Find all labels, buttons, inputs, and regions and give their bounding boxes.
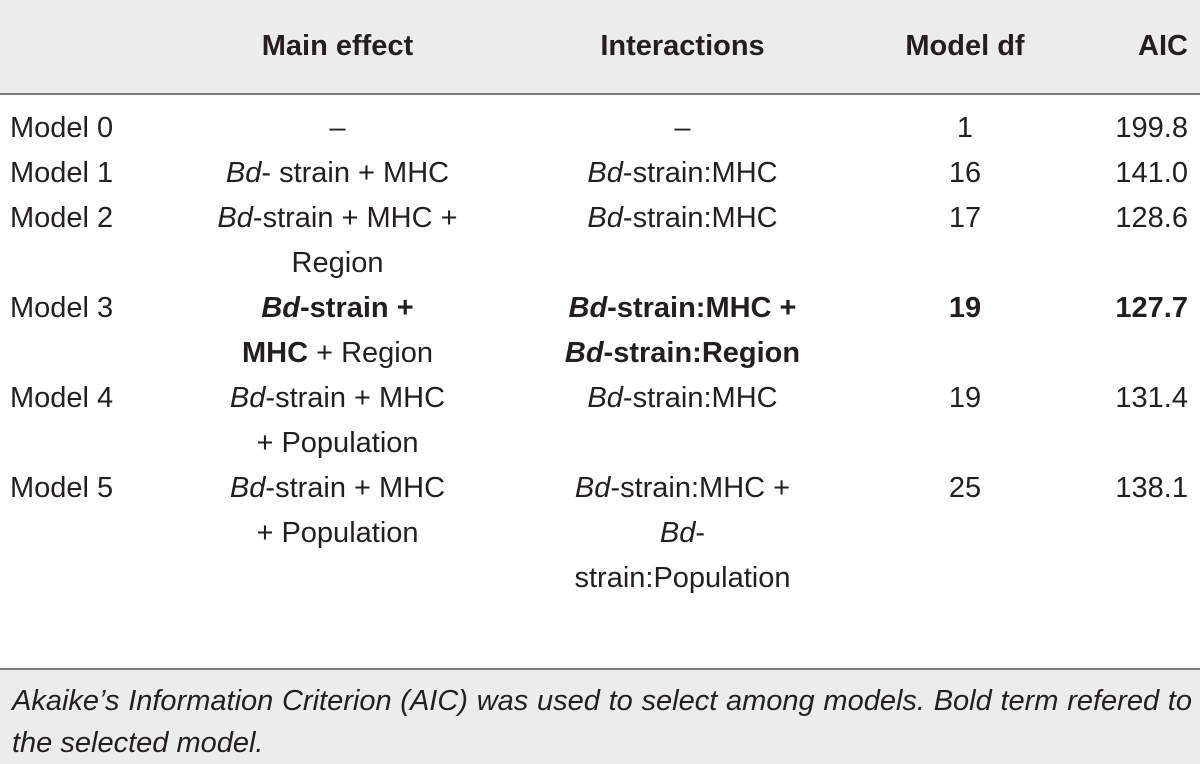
main-effect-text-line2: + Population	[256, 517, 419, 549]
interactions-cell: Bd-strain:MHC	[490, 376, 875, 466]
main-effect-cell: Bd-strain + MHC + Region	[185, 196, 490, 286]
interactions-cell: Bd-strain:MHC	[490, 196, 875, 286]
table-row-selected: Model 3 Bd-strain + MHC + Region Bd-strai…	[0, 286, 1200, 376]
italic-term: Bd	[225, 157, 262, 189]
model-name: Model 4	[10, 382, 114, 414]
header-aic: AIC	[1138, 30, 1188, 62]
italic-term: Bd	[574, 472, 611, 504]
interactions-text: -strain:MHC	[622, 382, 778, 414]
model-df: 17	[948, 202, 982, 234]
bottom-rule	[0, 668, 1200, 670]
main-effect-cell: Bd-strain + MHC + Population	[185, 466, 490, 611]
table-row: Model 5 Bd-strain + MHC + Population Bd-s…	[0, 466, 1200, 611]
main-effect-text: –	[329, 112, 346, 144]
interactions-text: -strain:MHC	[622, 202, 778, 234]
interactions-text-line2: -strain:Region	[603, 337, 801, 369]
italic-term: Bd	[587, 157, 623, 189]
header-interactions: Interactions	[600, 30, 765, 62]
interactions-cell: Bd-strain:MHC + Bd-strain:Population	[490, 466, 875, 611]
main-effect-text: -strain + MHC	[265, 382, 446, 414]
table-row: Model 1 Bd- strain + MHC Bd-strain:MHC 1…	[0, 151, 1200, 196]
interactions-cell: Bd-strain:MHC	[490, 151, 875, 196]
table-row: Model 2 Bd-strain + MHC + Region Bd-strai…	[0, 196, 1200, 286]
main-effect-cell: –	[185, 93, 490, 151]
interactions-text-line2: -	[695, 517, 706, 549]
main-effect-bold-term: MHC	[242, 337, 309, 369]
main-effect-text-line2: + Region	[308, 337, 433, 369]
table-row: Model 4 Bd-strain + MHC + Population Bd-s…	[0, 376, 1200, 466]
model-name: Model 1	[10, 157, 114, 189]
footnote-background	[0, 670, 1200, 764]
aic-value: 128.6	[1115, 202, 1188, 234]
main-effect-text: -strain +	[300, 292, 414, 324]
main-effect-cell: Bd-strain + MHC + Population	[185, 376, 490, 466]
model-df: 19	[948, 382, 982, 414]
main-effect-cell: Bd- strain + MHC	[185, 151, 490, 196]
italic-term: Bd	[568, 292, 608, 324]
aic-value: 127.7	[1115, 292, 1188, 324]
interactions-text: -strain:MHC +	[610, 472, 791, 504]
header-main-effect: Main effect	[261, 30, 414, 62]
model-df: 1	[956, 112, 974, 144]
table-footnote: Akaike’s Information Criterion (AIC) was…	[12, 685, 1192, 759]
main-effect-text: -strain + MHC +	[252, 202, 458, 234]
italic-term: Bd	[587, 382, 623, 414]
italic-term: Bd	[229, 382, 266, 414]
main-effect-cell: Bd-strain + MHC + Region	[185, 286, 490, 376]
model-name: Model 3	[10, 292, 114, 324]
aic-value: 141.0	[1115, 157, 1188, 189]
model-df: 25	[948, 472, 982, 504]
italic-term: Bd	[659, 517, 696, 549]
header-model	[0, 0, 185, 93]
model-df: 16	[948, 157, 982, 189]
italic-term: Bd	[564, 337, 604, 369]
italic-term: Bd	[261, 292, 301, 324]
header-background	[0, 0, 1200, 93]
main-effect-text-line2: + Population	[256, 427, 419, 459]
aic-value: 138.1	[1115, 472, 1188, 504]
header-model-df: Model df	[905, 30, 1025, 62]
interactions-text: -strain:MHC	[622, 157, 778, 189]
italic-term: Bd	[229, 472, 266, 504]
interactions-text-line3: strain:Population	[574, 562, 791, 594]
main-effect-text: - strain + MHC	[261, 157, 450, 189]
main-effect-text-line2: Region	[291, 247, 384, 279]
table-row: Model 0 – – 1 199.8	[0, 93, 1200, 151]
aic-value: 131.4	[1115, 382, 1188, 414]
italic-term: Bd	[217, 202, 253, 234]
model-df: 19	[948, 292, 982, 324]
model-name: Model 2	[10, 202, 114, 234]
model-name: Model 0	[10, 112, 114, 144]
interactions-text: -strain:MHC +	[607, 292, 797, 324]
aic-value: 199.8	[1115, 112, 1188, 144]
interactions-text: –	[674, 112, 691, 144]
interactions-cell: Bd-strain:MHC + Bd-strain:Region	[490, 286, 875, 376]
main-effect-text: -strain + MHC	[265, 472, 446, 504]
header-row: Main effect Interactions Model df AIC	[0, 0, 1200, 93]
header-rule	[0, 93, 1200, 95]
model-name: Model 5	[10, 472, 114, 504]
italic-term: Bd	[587, 202, 623, 234]
model-comparison-table: Main effect Interactions Model df AIC Mo…	[0, 0, 1200, 611]
interactions-cell: –	[490, 93, 875, 151]
